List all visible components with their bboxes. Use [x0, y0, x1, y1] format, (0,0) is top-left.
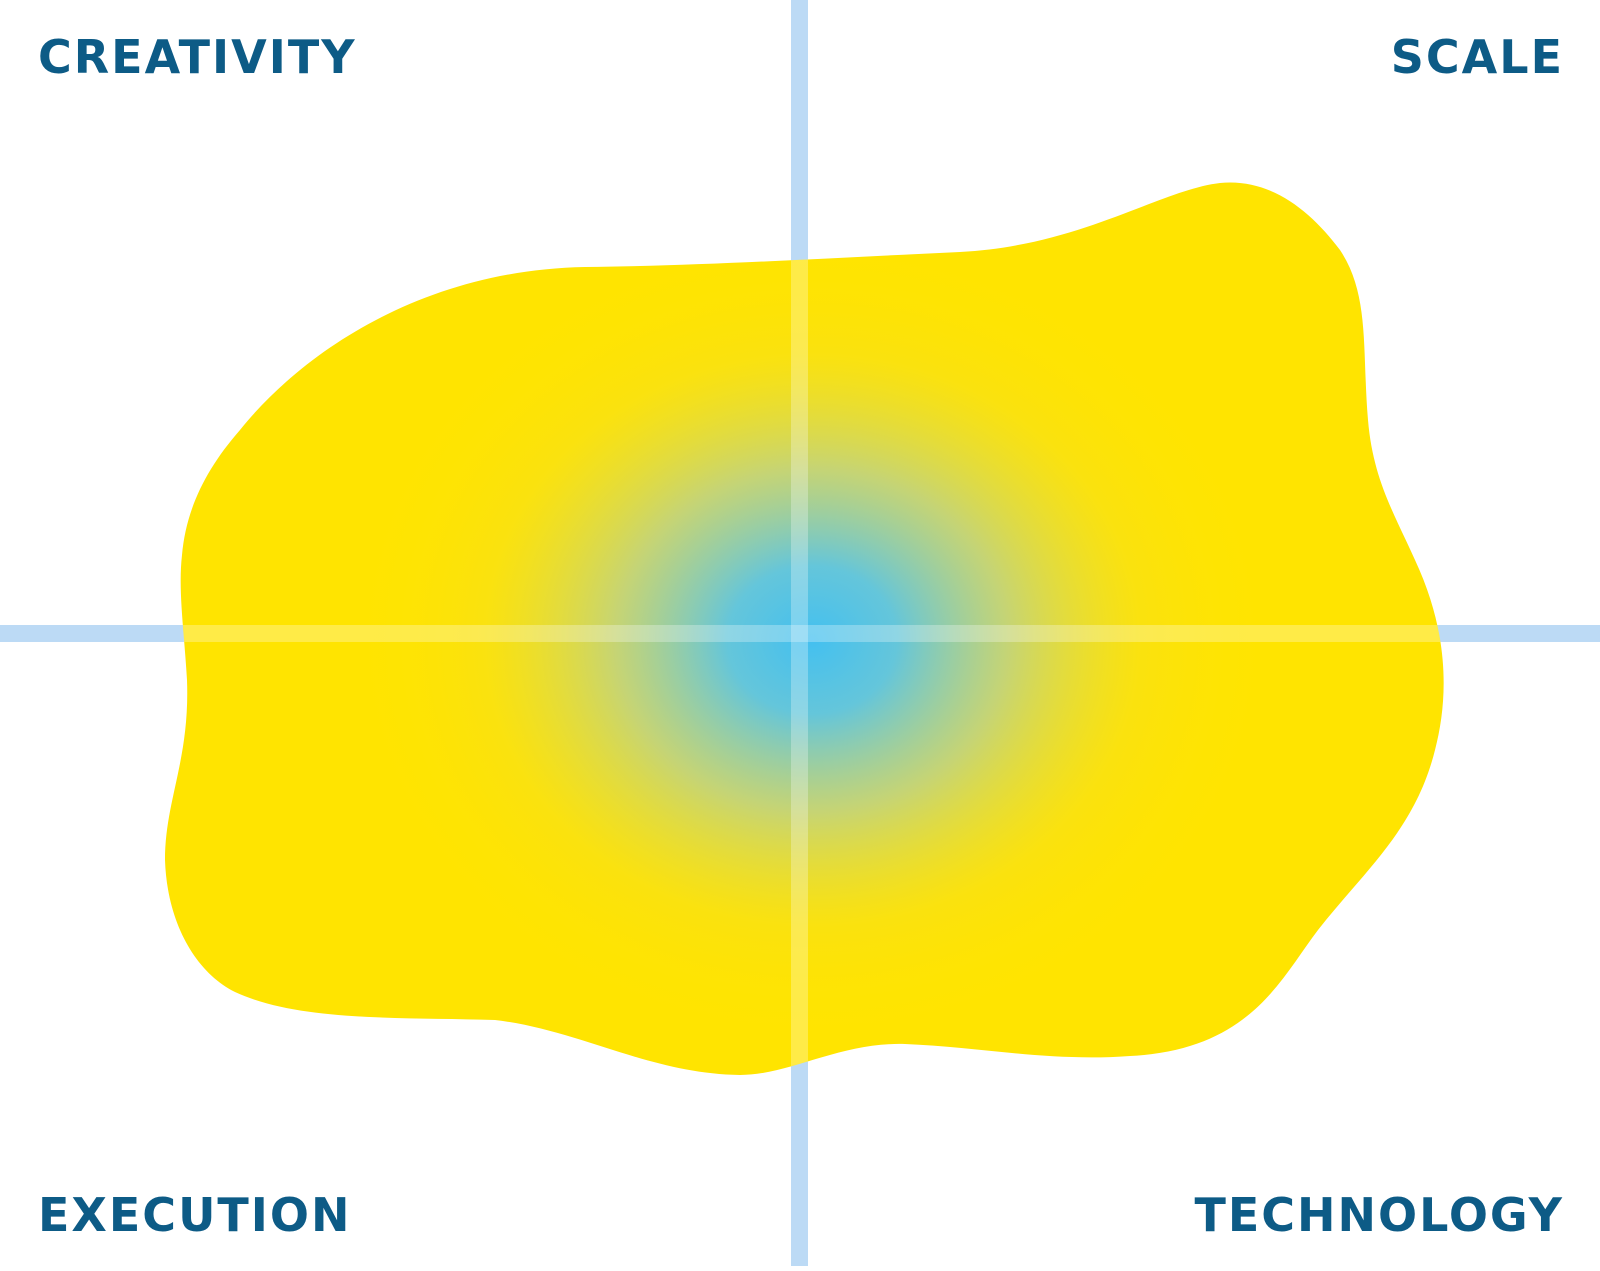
vertical-axis-overlay: [791, 182, 808, 1076]
label-scale: SCALE: [1390, 30, 1564, 84]
center-glow: [342, 230, 1282, 1050]
label-creativity: CREATIVITY: [38, 30, 357, 84]
label-execution: EXECUTION: [38, 1188, 352, 1242]
label-technology: TECHNOLOGY: [1194, 1188, 1564, 1242]
horizontal-axis-overlay: [165, 625, 1444, 642]
